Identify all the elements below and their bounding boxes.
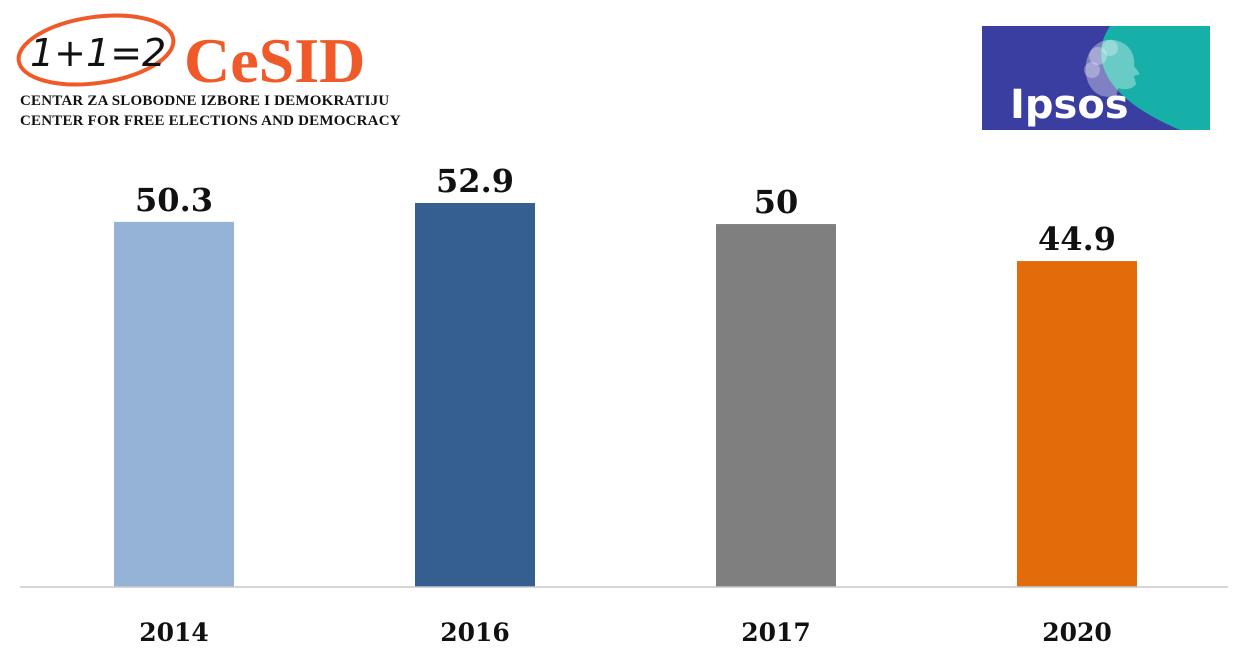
bar-2020 <box>1017 261 1137 587</box>
cesid-tagline-english: CENTER FOR FREE ELECTIONS AND DEMOCRACY <box>20 113 401 129</box>
value-label-2020: 44.9 <box>1038 220 1116 258</box>
ipsos-head-icon <box>1084 39 1140 98</box>
cesid-logo: 1+1=2 CeSID CENTAR ZA SLOBODNE IZBORE I … <box>8 6 401 136</box>
ipsos-logo-mark: Ipsos <box>982 26 1210 130</box>
bar-2017 <box>716 224 836 588</box>
cesid-tagline-local: CENTAR ZA SLOBODNE IZBORE I DEMOKRATIJU <box>20 93 390 109</box>
category-label-2014: 2014 <box>139 618 209 647</box>
category-label-2020: 2020 <box>1042 618 1112 647</box>
cesid-logo-mark: 1+1=2 CeSID <box>16 13 365 96</box>
ipsos-name: Ipsos <box>1010 82 1129 128</box>
value-label-2014: 50.3 <box>135 181 213 219</box>
value-label-2017: 50 <box>754 183 799 221</box>
category-label-2017: 2017 <box>741 618 811 647</box>
value-label-2016: 52.9 <box>436 162 514 200</box>
labels-group: 50.3 2014 52.9 2016 50 2017 44.9 2020 <box>135 162 1116 647</box>
category-label-2016: 2016 <box>440 618 510 647</box>
bars-group <box>114 203 1137 588</box>
bar-2014 <box>114 221 234 587</box>
cesid-equation: 1+1=2 <box>30 31 166 75</box>
bar-2016 <box>415 203 535 587</box>
cesid-name: CeSID <box>184 25 365 96</box>
ipsos-logo: Ipsos <box>982 26 1210 130</box>
